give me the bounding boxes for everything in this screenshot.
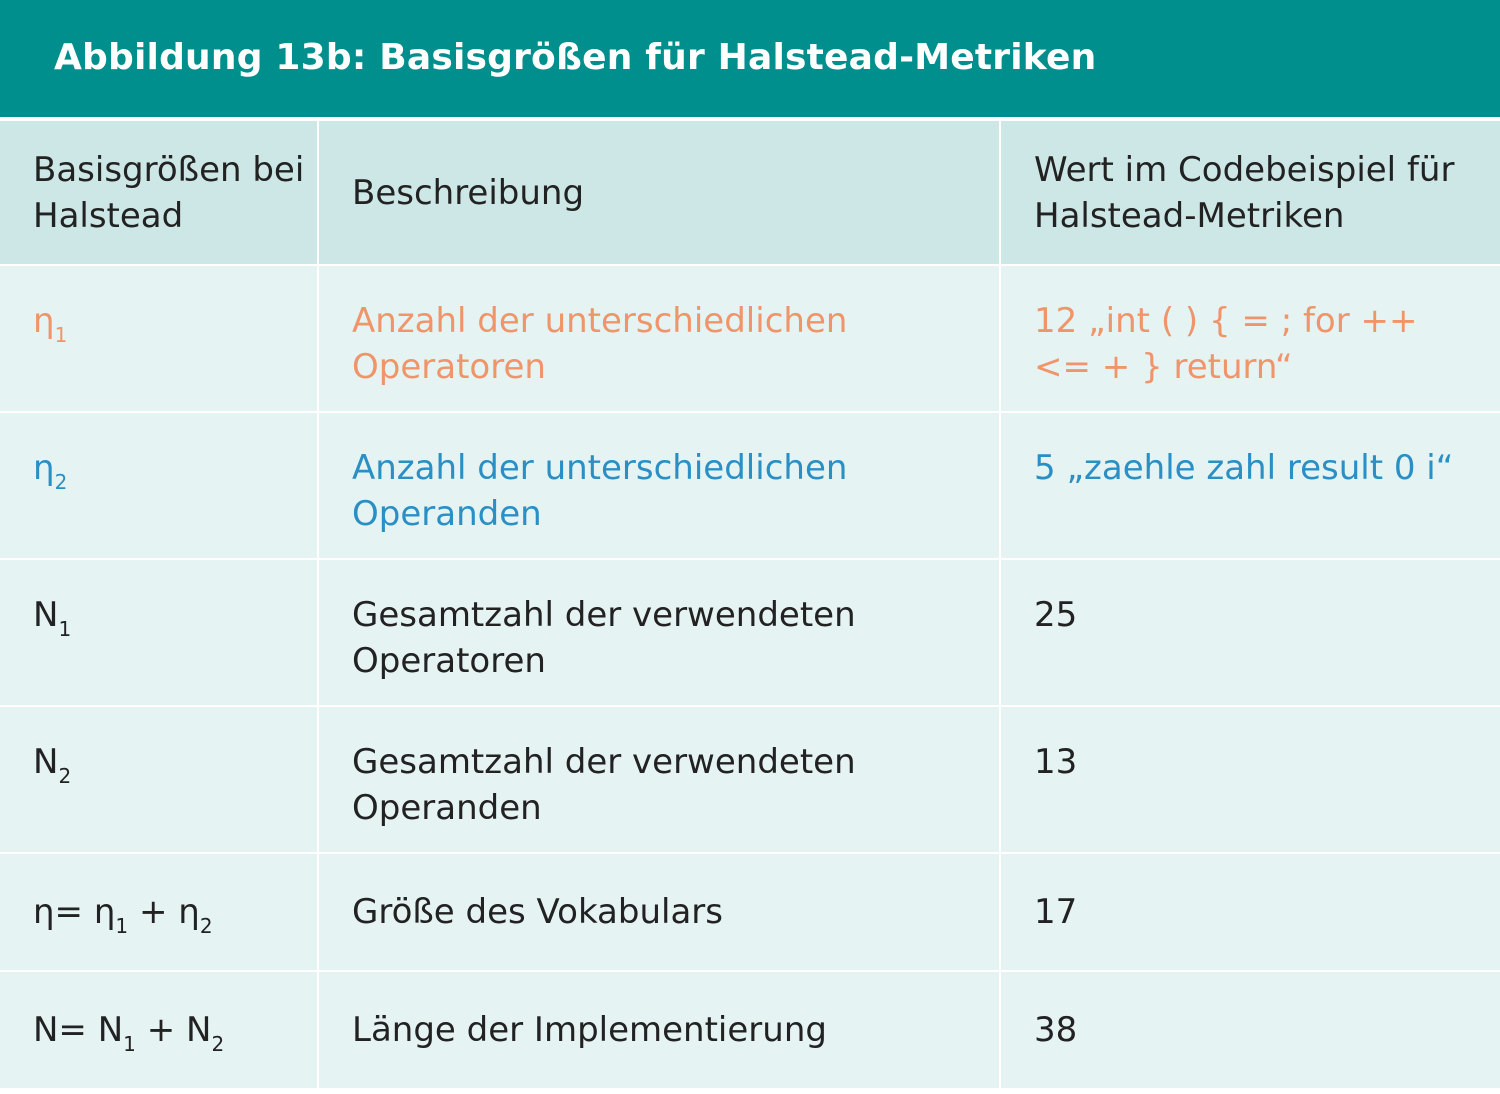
value-cell: 5 „zaehle zahl result 0 i“ [999,411,1500,560]
table-row: η1 Anzahl der unterschiedlichen Operator… [0,264,1500,413]
value-cell: 38 [999,970,1500,1090]
figure-header: Abbildung 13b: Basisgrößen für Halstead-… [0,0,1500,117]
formula-term-a-subscript: 1 [123,1032,136,1056]
description-cell: Größe des Vokabulars [317,852,1001,972]
description-cell: Anzahl der unterschiedlichen Operatoren [317,264,1001,413]
symbol-base: η [33,448,55,488]
table-row: η2 Anzahl der unterschiedlichen Operande… [0,411,1500,560]
symbol-cell: N1 [0,558,319,707]
halstead-table: Basisgrößen bei Halstead Beschreibung We… [0,119,1500,1090]
value-cell: 13 [999,705,1500,854]
formula-term-b-subscript: 2 [199,914,213,938]
symbol-base: η [33,301,55,341]
symbol-subscript: 1 [54,323,68,347]
table-row: N= N1 + N2 Länge der Implementierung 38 [0,970,1500,1090]
symbol-subscript: 1 [58,617,72,641]
formula-lhs: N= [33,1010,87,1050]
description-cell: Gesamtzahl der verwendeten Operanden [317,705,1001,854]
symbol-base: N [33,595,59,635]
figure-title: Abbildung 13b: Basisgrößen für Halstead-… [54,37,1097,78]
table-row: N1 Gesamtzahl der verwendeten Operatoren… [0,558,1500,707]
value-cell: 12 „int ( ) { = ; for ++ <= + } return“ [999,264,1500,413]
table-row: N2 Gesamtzahl der verwendeten Operanden … [0,705,1500,854]
symbol-cell: η2 [0,411,319,560]
symbol-subscript: 2 [58,764,72,788]
formula-term-b: η [178,892,200,932]
symbol-cell: N= N1 + N2 [0,970,319,1090]
header-basisgroessen: Basisgrößen bei Halstead [0,119,319,266]
formula-operator: + [146,1010,176,1050]
description-cell: Länge der Implementierung [317,970,1001,1090]
formula-term-a-subscript: 1 [115,914,129,938]
formula-term-a: N [97,1010,124,1050]
symbol-cell: η1 [0,264,319,413]
description-cell: Gesamtzahl der verwendeten Operatoren [317,558,1001,707]
value-cell: 17 [999,852,1500,972]
description-cell: Anzahl der unterschiedlichen Operanden [317,411,1001,560]
table-header-row: Basisgrößen bei Halstead Beschreibung We… [0,119,1500,266]
formula-operator: + [138,892,168,932]
formula-term-b-subscript: 2 [211,1032,225,1056]
formula-lhs: η= [33,892,84,932]
symbol-cell: η= η1 + η2 [0,852,319,972]
symbol-subscript: 2 [54,470,68,494]
formula-term-a: η [93,892,116,932]
header-beschreibung: Beschreibung [317,119,1001,266]
formula-term-b: N [186,1010,212,1050]
table-row: η= η1 + η2 Größe des Vokabulars 17 [0,852,1500,972]
value-cell: 25 [999,558,1500,707]
symbol-base: N [33,742,59,782]
header-wert: Wert im Codebeispiel für Halstead-Metrik… [999,119,1500,266]
symbol-cell: N2 [0,705,319,854]
